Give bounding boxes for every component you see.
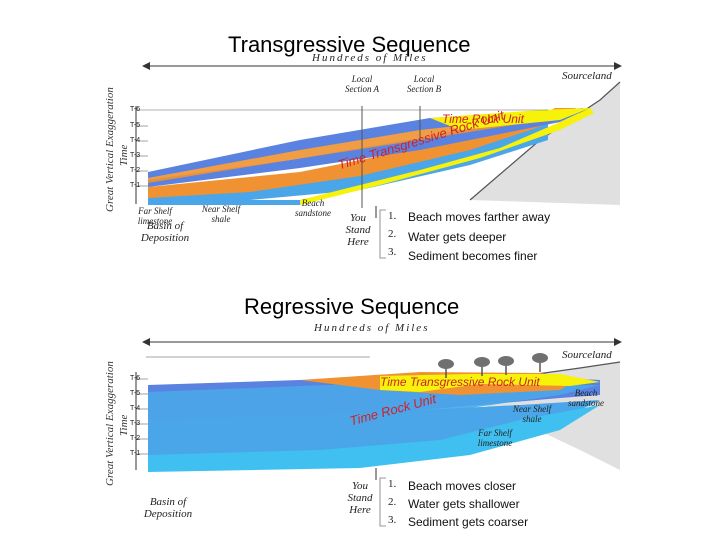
regressive-title: Regressive Sequence [244, 294, 460, 319]
beach-label-top: Beach sandstone [295, 198, 331, 218]
tick-top-2: T-5 [130, 122, 141, 129]
list-num-bottom-2: 2. [388, 496, 397, 508]
you-stand-here-bottom: You Stand Here [347, 480, 373, 516]
beach-label-bottom: Beach sandstone [568, 388, 604, 408]
list-item-bottom-1: Beach moves closer [408, 479, 517, 493]
basin-label-top: Basin of Deposition [140, 220, 190, 244]
sourceland-top-label: Sourceland [562, 70, 612, 82]
time-lines-top [136, 109, 548, 187]
tick-top-1: T-6 [130, 106, 141, 113]
time-label-bottom: Time [118, 414, 130, 436]
beach-sandstone-top [300, 108, 594, 205]
list-item-top-2: Water gets deeper [408, 230, 507, 244]
local-section-a: Local Section A [344, 74, 380, 94]
tick-top-4: T-3 [130, 152, 141, 159]
tick-bottom-6: T-1 [130, 450, 141, 457]
scale-label-top: Hundreds of Miles [312, 52, 428, 64]
beach-sandstone-bottom [380, 374, 600, 392]
near-shelf-shale-top [148, 108, 576, 198]
side-label-bottom: Great Vertical Exaggeration [104, 361, 116, 486]
tick-top-6: T-1 [130, 182, 141, 189]
list-num-top-1: 1. [388, 210, 397, 222]
near-shelf-label-bottom: Near Shelf shale [512, 404, 552, 424]
tick-top-3: T-4 [130, 137, 141, 144]
time-rock-unit-top: Time Rock Unit [442, 112, 524, 126]
list-num-bottom-1: 1. [388, 478, 397, 490]
list-item-top-1: Beach moves farther away [408, 210, 551, 224]
list-item-bottom-2: Water gets shallower [408, 497, 520, 511]
tick-bottom-5: T-2 [130, 435, 141, 442]
tick-bottom-4: T-3 [130, 420, 141, 427]
time-lines-bottom [136, 378, 148, 455]
sourceland-bottom-label: Sourceland [562, 349, 612, 361]
tick-bottom-2: T-5 [130, 390, 141, 397]
side-label-top: Great Vertical Exaggeration [104, 87, 116, 212]
far-shelf-label-bottom: Far Shelf limestone [477, 428, 513, 448]
tree-icons [438, 353, 548, 378]
tick-top-5: T-2 [130, 167, 141, 174]
near-shelf-label-top: Near Shelf shale [201, 204, 241, 224]
scale-label-bottom: Hundreds of Miles [314, 322, 430, 334]
far-shelf-limestone-bottom [148, 400, 600, 465]
tick-bottom-1: T-6 [130, 375, 141, 382]
you-stand-here-top: You Stand Here [345, 212, 371, 248]
time-transgressive-rock-unit-bottom: Time Transgressive Rock Unit [380, 375, 540, 389]
list-num-top-3: 3. [388, 246, 397, 258]
local-section-b: Local Section B [406, 74, 442, 94]
time-label-top: Time [118, 144, 130, 166]
list-num-top-2: 2. [388, 228, 397, 240]
far-shelf-label-top: Far Shelf limestone [137, 206, 173, 226]
list-item-top-3: Sediment becomes finer [408, 249, 538, 263]
list-num-bottom-3: 3. [388, 514, 397, 526]
transgressive-title: Transgressive Sequence [228, 32, 471, 57]
basin-label-bottom: Basin of Deposition [143, 496, 193, 520]
list-item-bottom-3: Sediment gets coarser [408, 515, 529, 529]
tick-bottom-3: T-4 [130, 405, 141, 412]
